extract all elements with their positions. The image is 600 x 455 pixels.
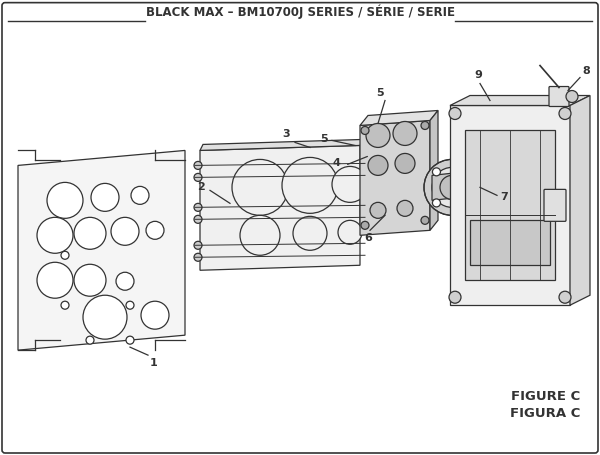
Circle shape <box>421 121 429 130</box>
Circle shape <box>566 91 578 102</box>
Text: 8: 8 <box>582 66 590 76</box>
Circle shape <box>116 272 134 290</box>
FancyBboxPatch shape <box>544 189 566 221</box>
Text: 9: 9 <box>474 70 482 80</box>
Text: FIGURA C: FIGURA C <box>509 407 580 420</box>
Circle shape <box>131 187 149 204</box>
Text: FIGURE C: FIGURE C <box>511 390 580 403</box>
Polygon shape <box>570 96 590 305</box>
Circle shape <box>440 175 464 199</box>
Circle shape <box>194 162 202 169</box>
Circle shape <box>83 295 127 339</box>
Circle shape <box>433 199 440 207</box>
Circle shape <box>332 167 368 202</box>
Text: 3: 3 <box>283 129 290 139</box>
Polygon shape <box>450 96 590 106</box>
Circle shape <box>440 175 464 199</box>
Circle shape <box>393 121 417 146</box>
Text: 2: 2 <box>197 182 205 192</box>
Circle shape <box>449 107 461 120</box>
Polygon shape <box>360 121 430 235</box>
Circle shape <box>232 159 288 215</box>
Text: 5: 5 <box>376 87 384 97</box>
Circle shape <box>74 217 106 249</box>
Circle shape <box>194 173 202 182</box>
Text: 5: 5 <box>320 134 328 144</box>
Circle shape <box>61 251 69 259</box>
Polygon shape <box>465 131 555 280</box>
Polygon shape <box>430 111 438 230</box>
Circle shape <box>368 156 388 175</box>
Circle shape <box>194 215 202 223</box>
Circle shape <box>361 126 369 134</box>
Circle shape <box>194 241 202 249</box>
Circle shape <box>421 216 429 224</box>
Text: 4: 4 <box>332 158 340 168</box>
Circle shape <box>282 157 338 213</box>
Circle shape <box>37 217 73 253</box>
Circle shape <box>559 107 571 120</box>
Circle shape <box>433 168 440 176</box>
Circle shape <box>397 200 413 216</box>
Circle shape <box>91 183 119 211</box>
Circle shape <box>449 291 461 303</box>
Polygon shape <box>200 139 363 151</box>
Circle shape <box>361 221 369 229</box>
FancyBboxPatch shape <box>549 86 569 106</box>
Circle shape <box>366 123 390 147</box>
Circle shape <box>559 291 571 303</box>
Text: BLACK MAX – BM10700J SERIES / SÉRIE / SERIE: BLACK MAX – BM10700J SERIES / SÉRIE / SE… <box>146 4 455 19</box>
Circle shape <box>126 301 134 309</box>
Polygon shape <box>432 171 478 200</box>
Circle shape <box>111 217 139 245</box>
Circle shape <box>126 336 134 344</box>
Circle shape <box>424 159 480 215</box>
Circle shape <box>146 221 164 239</box>
Polygon shape <box>470 220 550 265</box>
Circle shape <box>395 153 415 173</box>
Circle shape <box>370 202 386 218</box>
Polygon shape <box>18 151 185 350</box>
Circle shape <box>61 301 69 309</box>
Text: 6: 6 <box>364 233 372 243</box>
Circle shape <box>194 203 202 211</box>
Circle shape <box>338 220 362 244</box>
Polygon shape <box>360 111 438 126</box>
Circle shape <box>240 215 280 255</box>
Circle shape <box>464 199 472 207</box>
Circle shape <box>86 336 94 344</box>
Circle shape <box>47 182 83 218</box>
Polygon shape <box>450 106 570 305</box>
Circle shape <box>74 264 106 296</box>
Circle shape <box>293 216 327 250</box>
Circle shape <box>37 262 73 298</box>
Text: 1: 1 <box>150 358 158 368</box>
Circle shape <box>432 167 472 207</box>
Polygon shape <box>200 146 360 270</box>
Circle shape <box>464 168 472 176</box>
Circle shape <box>141 301 169 329</box>
Text: 7: 7 <box>500 192 508 202</box>
Circle shape <box>194 253 202 261</box>
